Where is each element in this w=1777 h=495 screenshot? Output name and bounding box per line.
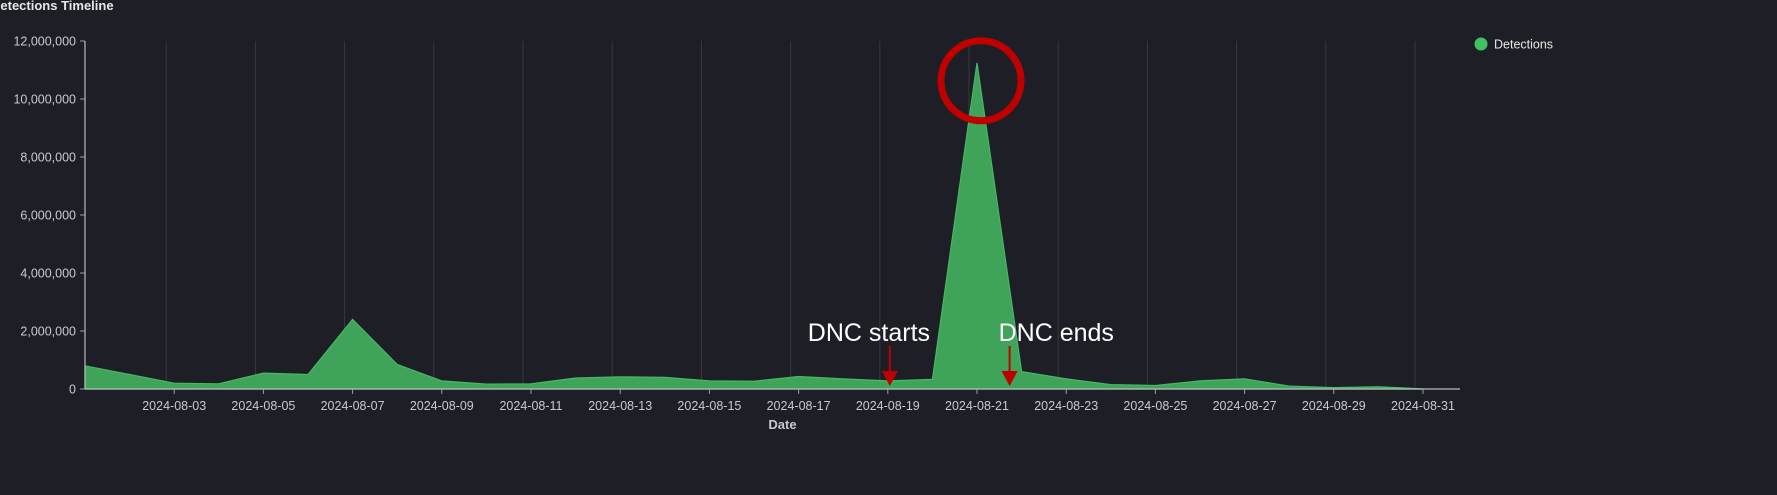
- x-tick-label: 2024-08-13: [588, 399, 652, 413]
- legend-marker: [1474, 37, 1488, 51]
- y-tick-label: 4,000,000: [20, 267, 76, 281]
- x-axis-label: Date: [768, 417, 796, 432]
- y-tick-label: 2,000,000: [20, 325, 76, 339]
- x-tick-label: 2024-08-21: [945, 399, 1009, 413]
- annotation-arrowhead: [881, 371, 898, 386]
- y-tick-label: 10,000,000: [13, 93, 76, 107]
- x-tick-label: 2024-08-31: [1391, 399, 1455, 413]
- x-tick-label: 2024-08-27: [1213, 399, 1277, 413]
- x-tick-label: 2024-08-07: [321, 399, 385, 413]
- detections-area: [84, 62, 1424, 390]
- annotation-label: DNC ends: [999, 319, 1114, 347]
- chart-title: Detections Timeline: [0, 0, 114, 13]
- y-tick-label: 0: [69, 383, 76, 397]
- y-tick-label: 6,000,000: [20, 209, 76, 223]
- x-tick-label: 2024-08-03: [142, 399, 206, 413]
- annotation-label: DNC starts: [808, 319, 930, 347]
- annotation-arrowhead: [1001, 371, 1018, 386]
- x-tick-label: 2024-08-09: [410, 399, 474, 413]
- y-tick-label: 12,000,000: [13, 35, 76, 49]
- x-tick-label: 2024-08-29: [1302, 399, 1366, 413]
- x-tick-label: 2024-08-15: [677, 399, 741, 413]
- x-tick-label: 2024-08-11: [499, 399, 562, 413]
- x-tick-label: 2024-08-19: [856, 399, 920, 413]
- x-tick-label: 2024-08-25: [1123, 399, 1187, 413]
- x-tick-label: 2024-08-05: [231, 399, 295, 413]
- legend-label: Detections: [1494, 38, 1553, 52]
- highlight-circle: [937, 37, 1025, 125]
- y-tick-label: 8,000,000: [20, 151, 76, 165]
- x-tick-label: 2024-08-23: [1034, 399, 1098, 413]
- x-tick-label: 2024-08-17: [767, 399, 831, 413]
